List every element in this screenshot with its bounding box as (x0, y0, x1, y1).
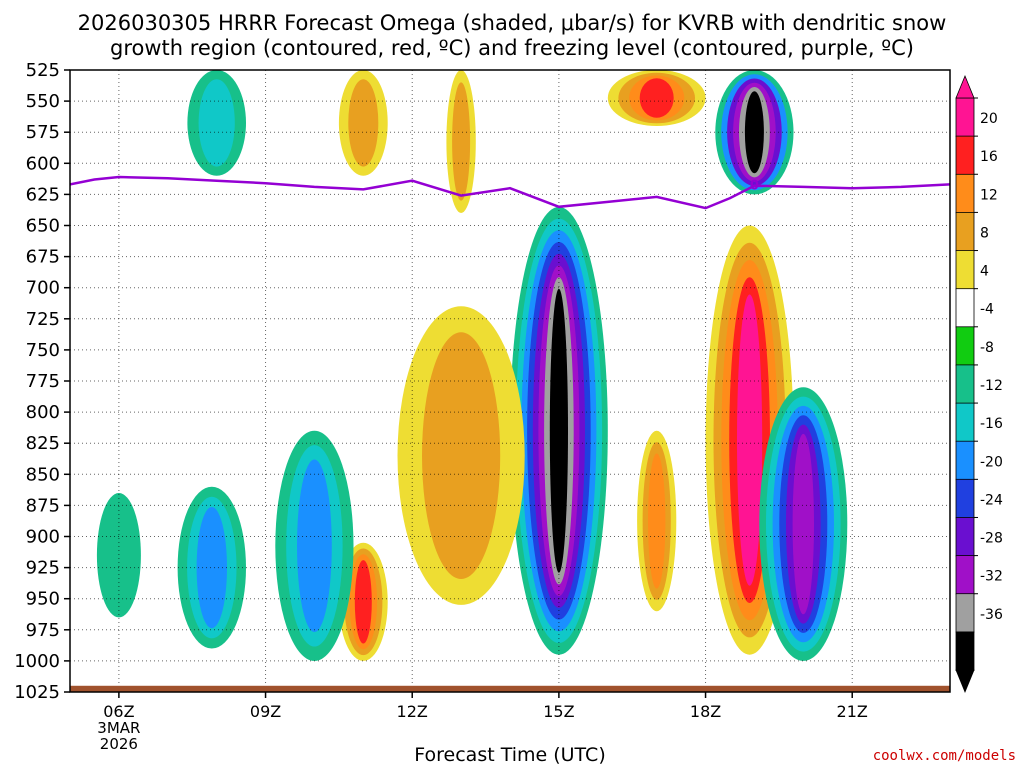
colorbar-label-20: 20 (980, 111, 998, 127)
colorbar-bin-16 (955, 135, 975, 176)
y-tick-label-550: 550 (26, 91, 60, 112)
x-tick-label-21Z: 21Z (837, 702, 868, 721)
freezing-level-line (70, 175, 950, 210)
y-tick-label-625: 625 (26, 184, 60, 205)
omega-contour-descent-13z-aloft-8 (452, 82, 471, 201)
chart-title: 2026030305 HRRR Forecast Omega (shaded, … (77, 11, 947, 35)
omega-contour-ascent-low-06z--8 (96, 493, 141, 618)
y-tick-label-925: 925 (26, 558, 60, 579)
omega-contour-descent-column-20 (737, 294, 763, 586)
ground-surface (70, 685, 950, 692)
x-tick-label-09Z: 09Z (250, 702, 281, 721)
omega-field (96, 70, 848, 661)
colorbar-label--36: -36 (980, 607, 1003, 623)
omega-contour-ascent-10z--16 (297, 459, 332, 633)
colorbar-label-4: 4 (980, 264, 989, 280)
y-tick-label-900: 900 (26, 527, 60, 548)
x-tick-label-15Z: 15Z (543, 702, 574, 721)
colorbar-label--12: -12 (980, 378, 1003, 394)
colorbar-label--8: -8 (980, 340, 994, 356)
y-tick-label-850: 850 (26, 464, 60, 485)
colorbar-label--28: -28 (980, 531, 1003, 547)
omega-contour-ascent-08z-aloft--12 (198, 79, 235, 167)
colorbar-bin--24 (955, 478, 975, 519)
y-tick-label-800: 800 (26, 402, 60, 423)
colorbar-label-8: 8 (980, 226, 989, 242)
y-tick-label-1000: 1000 (14, 651, 60, 672)
colorbar-bin--4 (955, 288, 975, 328)
x-tick-label-18Z: 18Z (690, 702, 721, 721)
colorbar-bin--8 (955, 326, 975, 366)
omega-contour-descent-13z-mid-8 (422, 332, 501, 579)
colorbar-label--20: -20 (980, 454, 1003, 470)
colorbar-label--16: -16 (980, 416, 1003, 432)
colorbar-bin--12 (955, 364, 975, 404)
y-tick-label-1025: 1025 (14, 682, 60, 703)
colorbar-bin-8 (955, 211, 975, 252)
colorbar-bin--32 (955, 555, 975, 595)
colorbar-bin-12 (955, 173, 975, 214)
y-tick-label-575: 575 (26, 122, 60, 143)
colorbar-label-16: 16 (980, 149, 998, 165)
colorbar-label--32: -32 (980, 569, 1003, 585)
omega-contour-descent-17z-low-12 (648, 453, 666, 589)
y-tick-label-650: 650 (26, 216, 60, 237)
omega-contour-descent-11z-aloft-8 (348, 79, 379, 167)
freezing-level-label: 0 (750, 179, 759, 194)
chart-subtitle: growth region (contoured, red, ºC) and f… (110, 36, 914, 60)
y-tick-label-775: 775 (26, 371, 60, 392)
colorbar-bin-4 (955, 250, 975, 290)
colorbar-bin--20 (955, 440, 975, 481)
x-axis-label: Forecast Time (UTC) (414, 744, 606, 766)
colorbar-bin--40 (955, 631, 975, 671)
credit-link[interactable]: coolwx.com/models (872, 748, 1016, 764)
colorbar-bin--16 (955, 402, 975, 443)
x-tick-label-06Z: 06Z (103, 702, 134, 721)
y-tick-label-750: 750 (26, 340, 60, 361)
y-tick-label-675: 675 (26, 247, 60, 268)
colorbar-label-12: 12 (980, 187, 998, 203)
colorbar-bin--28 (955, 517, 975, 557)
grid (70, 70, 950, 692)
y-tick-label-950: 950 (26, 589, 60, 610)
y-tick-label-725: 725 (26, 309, 60, 330)
omega-contour-descent-17z-aloft-16 (639, 78, 674, 118)
colorbar-label--4: -4 (980, 302, 994, 318)
y-tick-label-825: 825 (26, 433, 60, 454)
omega-contour-ascent-low-west--16 (196, 506, 227, 629)
y-tick-label-600: 600 (26, 153, 60, 174)
y-tick-label-525: 525 (26, 60, 60, 81)
x-date-label-1: 2026 (100, 735, 138, 753)
y-tick-label-975: 975 (26, 620, 60, 641)
x-date-label-0: 3MAR (97, 719, 140, 737)
colorbar-bin-20 (955, 97, 975, 137)
colorbar-bottom-arrow (955, 669, 975, 694)
y-tick-label-875: 875 (26, 495, 60, 516)
colorbar-bin--36 (955, 593, 975, 633)
omega-contour-ascent-lower-east--28 (792, 433, 814, 615)
omega-contour-descent-11z-16 (354, 560, 372, 644)
y-tick-label-700: 700 (26, 278, 60, 299)
colorbar-label--24: -24 (980, 492, 1003, 508)
colorbar-top-arrow (955, 74, 975, 99)
x-tick-label-12Z: 12Z (397, 702, 428, 721)
